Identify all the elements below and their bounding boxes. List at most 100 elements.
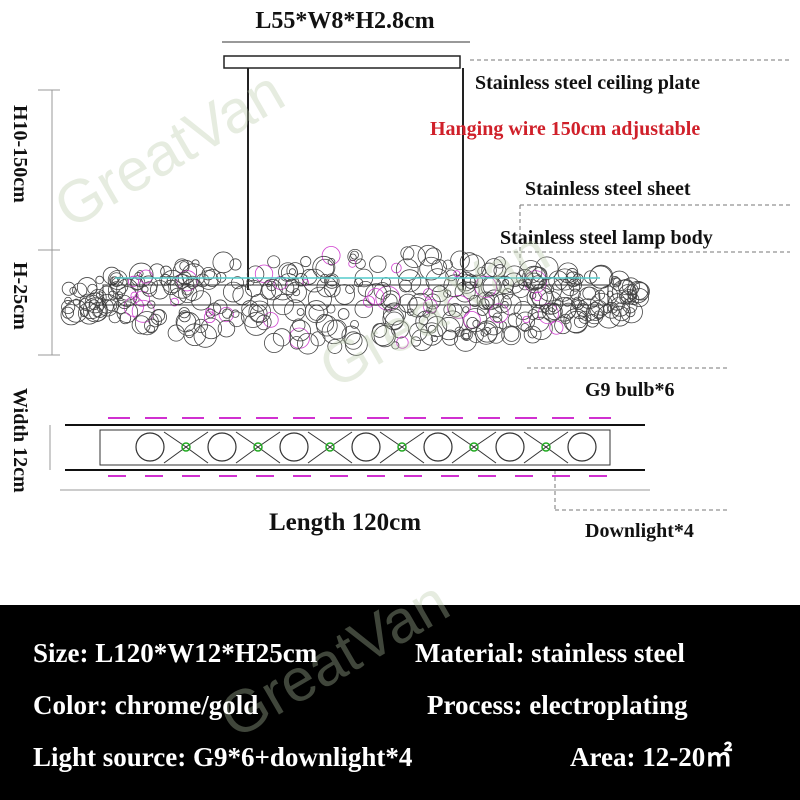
bubble xyxy=(618,284,637,303)
bubble xyxy=(117,294,132,310)
bubble xyxy=(583,270,598,284)
bubble xyxy=(428,305,437,314)
bubble xyxy=(487,326,505,344)
bubble xyxy=(383,302,406,326)
bubble xyxy=(347,248,363,265)
top-panel xyxy=(0,0,800,605)
bubble xyxy=(456,274,477,294)
bubble xyxy=(462,254,486,278)
plan-circle xyxy=(279,432,309,462)
plan-circle xyxy=(135,432,165,462)
spec: Color: chrome/gold xyxy=(33,690,258,720)
bubble xyxy=(111,276,119,284)
bubble xyxy=(462,306,470,314)
bubble xyxy=(549,320,564,335)
bubble xyxy=(531,266,548,283)
plan-cross xyxy=(163,431,209,464)
bubble xyxy=(326,275,338,287)
width-dimension: Width 12cm xyxy=(9,388,31,493)
bubble xyxy=(130,291,139,300)
bubble xyxy=(576,298,600,322)
bubble xyxy=(417,244,439,267)
bubble xyxy=(606,290,614,298)
bubble xyxy=(602,301,620,319)
bubble xyxy=(324,273,340,289)
bubble xyxy=(248,300,272,324)
bubble xyxy=(107,270,128,290)
bubble xyxy=(488,303,509,324)
bubble xyxy=(327,257,336,266)
bubble xyxy=(170,297,179,307)
bubble xyxy=(382,308,405,330)
bubble xyxy=(134,311,160,336)
plan-detail xyxy=(108,417,611,477)
lamp-frame xyxy=(102,284,609,306)
bubble xyxy=(551,297,577,322)
bubble xyxy=(369,255,387,273)
bubble xyxy=(316,276,338,298)
ceiling-plate xyxy=(223,55,461,69)
bubble xyxy=(385,305,393,313)
bubble xyxy=(205,308,216,319)
bubble xyxy=(297,332,319,355)
bubble xyxy=(212,251,235,274)
bubble xyxy=(254,264,274,283)
bubble xyxy=(515,311,536,331)
bubble xyxy=(284,299,306,322)
plan-frame xyxy=(99,429,611,466)
bubble xyxy=(191,290,212,311)
spec: Light source: G9*6+downlight*4 xyxy=(33,742,412,772)
bubble xyxy=(398,269,422,293)
bubble xyxy=(411,329,433,351)
bubble xyxy=(512,280,530,298)
bubble xyxy=(450,250,470,271)
bubble xyxy=(315,314,335,333)
bubble xyxy=(492,312,503,323)
bubble xyxy=(522,315,531,324)
plan-circle xyxy=(495,432,525,462)
bubble xyxy=(525,272,544,291)
bubble xyxy=(576,303,590,317)
bubble xyxy=(431,259,447,275)
bubble xyxy=(177,283,198,304)
bubble xyxy=(391,341,400,350)
bubble xyxy=(523,325,542,344)
length-dimension: Length 120cm xyxy=(269,509,421,536)
bubble xyxy=(610,276,620,286)
bubble xyxy=(612,302,631,322)
bubble xyxy=(316,314,338,337)
bubble xyxy=(344,333,368,356)
bubble xyxy=(296,308,305,316)
bubble xyxy=(448,303,463,318)
plan-cross xyxy=(523,431,569,464)
bubble xyxy=(113,299,128,315)
bubble xyxy=(589,265,613,289)
bubble xyxy=(443,274,467,298)
bubble xyxy=(163,279,179,296)
callout: Stainless steel ceiling plate xyxy=(475,72,700,94)
bubble xyxy=(289,336,304,350)
bubble xyxy=(627,289,638,300)
bubble xyxy=(228,311,245,328)
bubble xyxy=(463,311,481,329)
plate-dimension: L55*W8*H2.8cm xyxy=(255,8,434,34)
bubble xyxy=(193,324,218,348)
bubble xyxy=(278,262,298,282)
bubble xyxy=(562,297,573,307)
bubble xyxy=(532,291,543,302)
plan-bulb xyxy=(253,442,263,452)
bubble xyxy=(310,331,326,347)
bubble xyxy=(334,284,355,305)
bubble xyxy=(179,261,189,271)
bubble xyxy=(578,310,592,324)
bubble xyxy=(160,265,172,278)
bubble xyxy=(437,316,461,341)
bubble xyxy=(446,295,471,319)
bubble xyxy=(198,270,219,290)
bubble xyxy=(609,305,631,327)
bubble xyxy=(93,304,107,318)
plan-bulb xyxy=(325,442,335,452)
bubble xyxy=(443,303,456,316)
bubble xyxy=(79,293,97,312)
bubble xyxy=(129,262,154,288)
